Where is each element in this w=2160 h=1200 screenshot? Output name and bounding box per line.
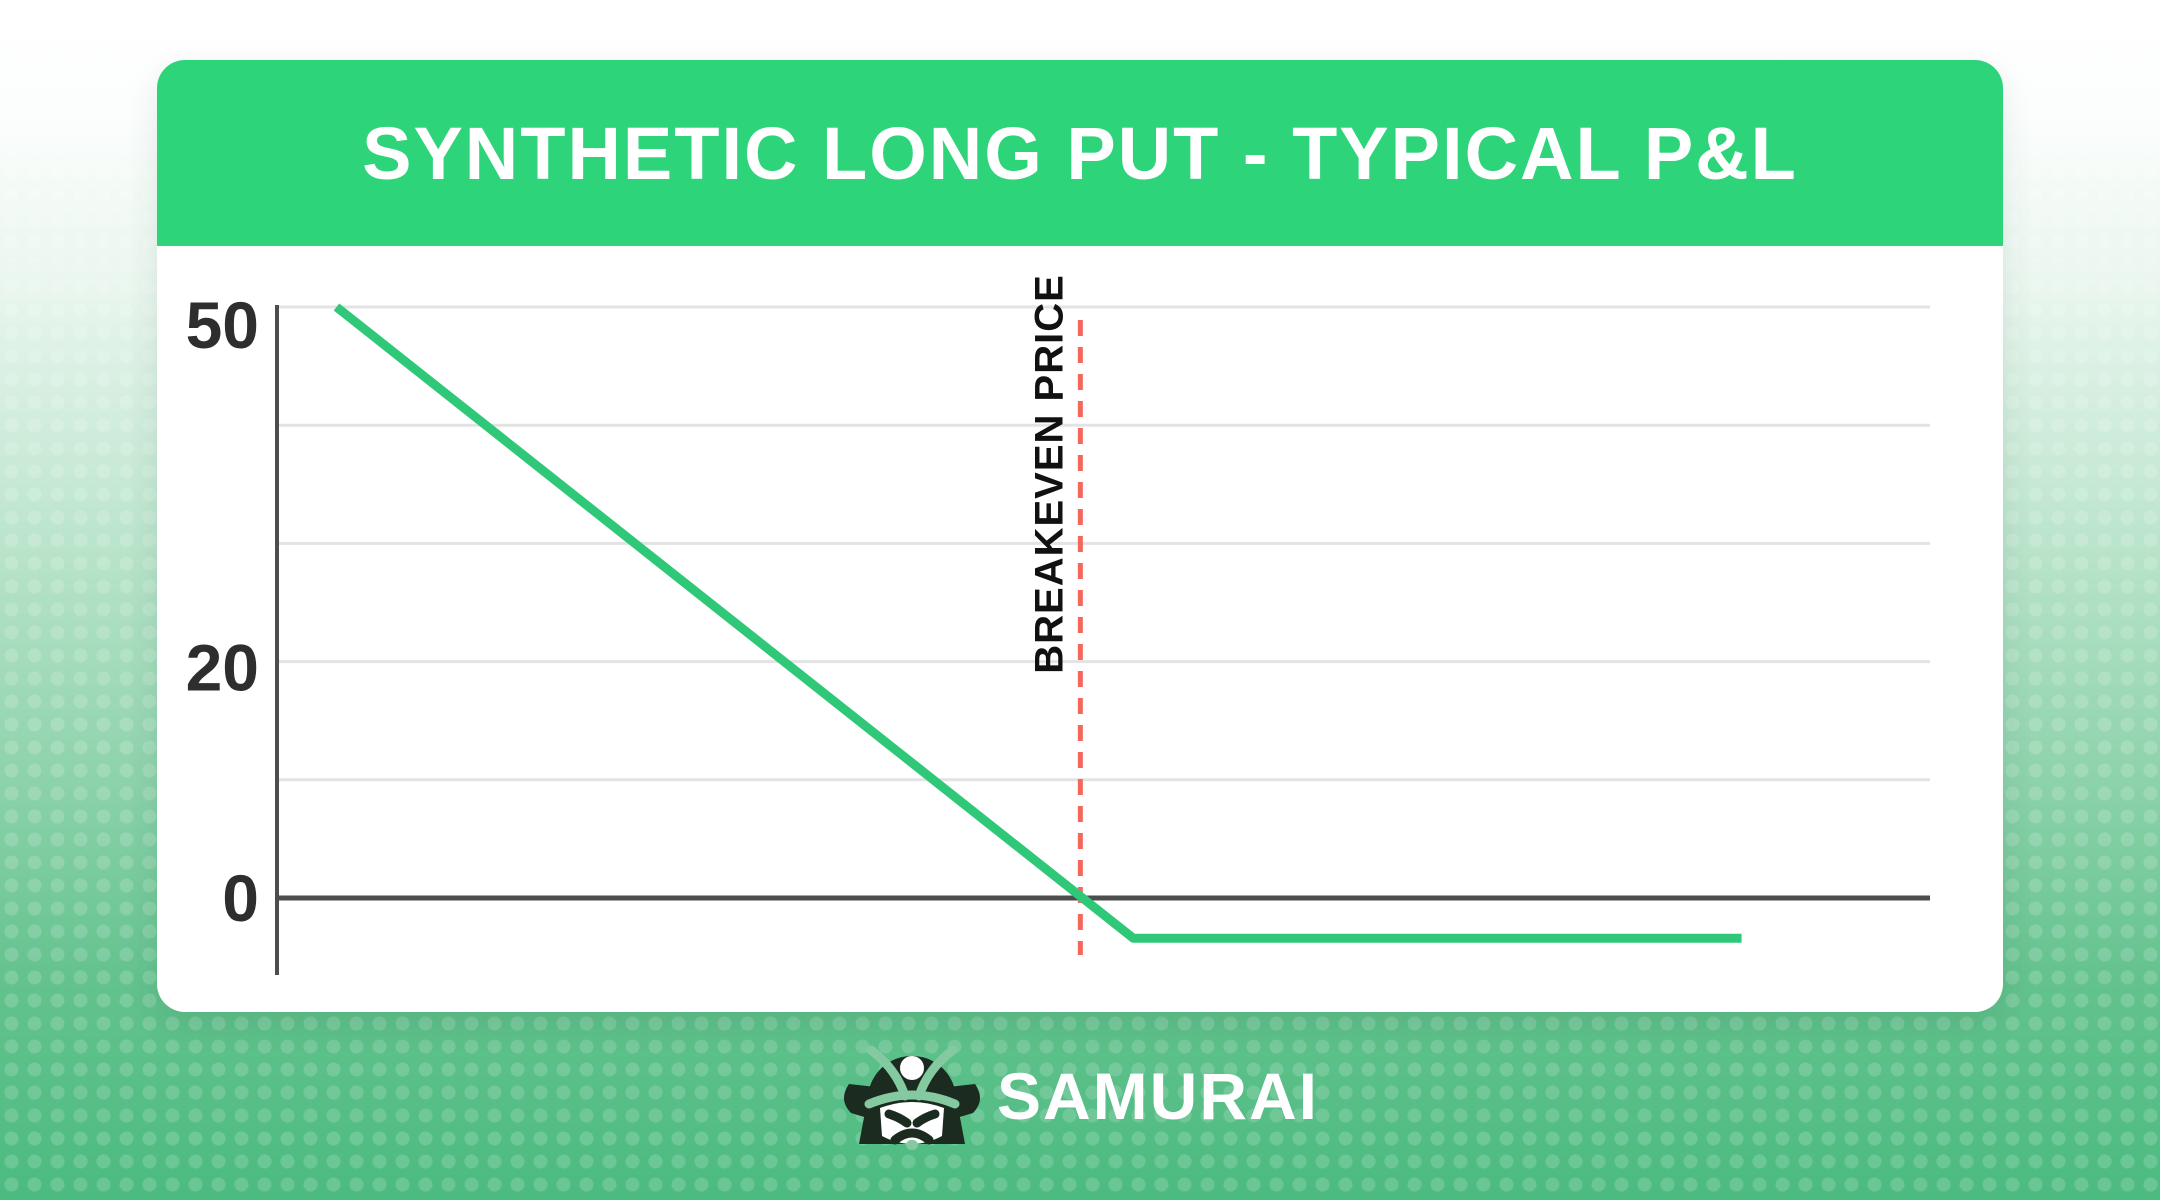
chart-header: SYNTHETIC LONG PUT - TYPICAL P&L (157, 60, 2003, 246)
pnl-chart-plot: 50 20 0 BREAKEVEN PRICE (186, 274, 1930, 975)
chart-card: SYNTHETIC LONG PUT - TYPICAL P&L 50 20 0 BR… (157, 60, 2003, 1012)
y-tick-label: 50 (186, 288, 259, 362)
y-tick-label: 20 (186, 631, 259, 705)
y-tick-label: 0 (222, 861, 259, 935)
breakeven-label: BREAKEVEN PRICE (1027, 274, 1071, 674)
page-title: SYNTHETIC LONG PUT - TYPICAL P&L (362, 111, 1798, 195)
pnl-chart: 50 20 0 BREAKEVEN PRICE (157, 246, 2003, 1012)
brand-logo: SAMURAI (841, 1042, 1319, 1150)
brand-wordmark: SAMURAI (997, 1059, 1319, 1133)
pnl-line (333, 303, 1742, 943)
samurai-helmet-icon (843, 1045, 981, 1150)
